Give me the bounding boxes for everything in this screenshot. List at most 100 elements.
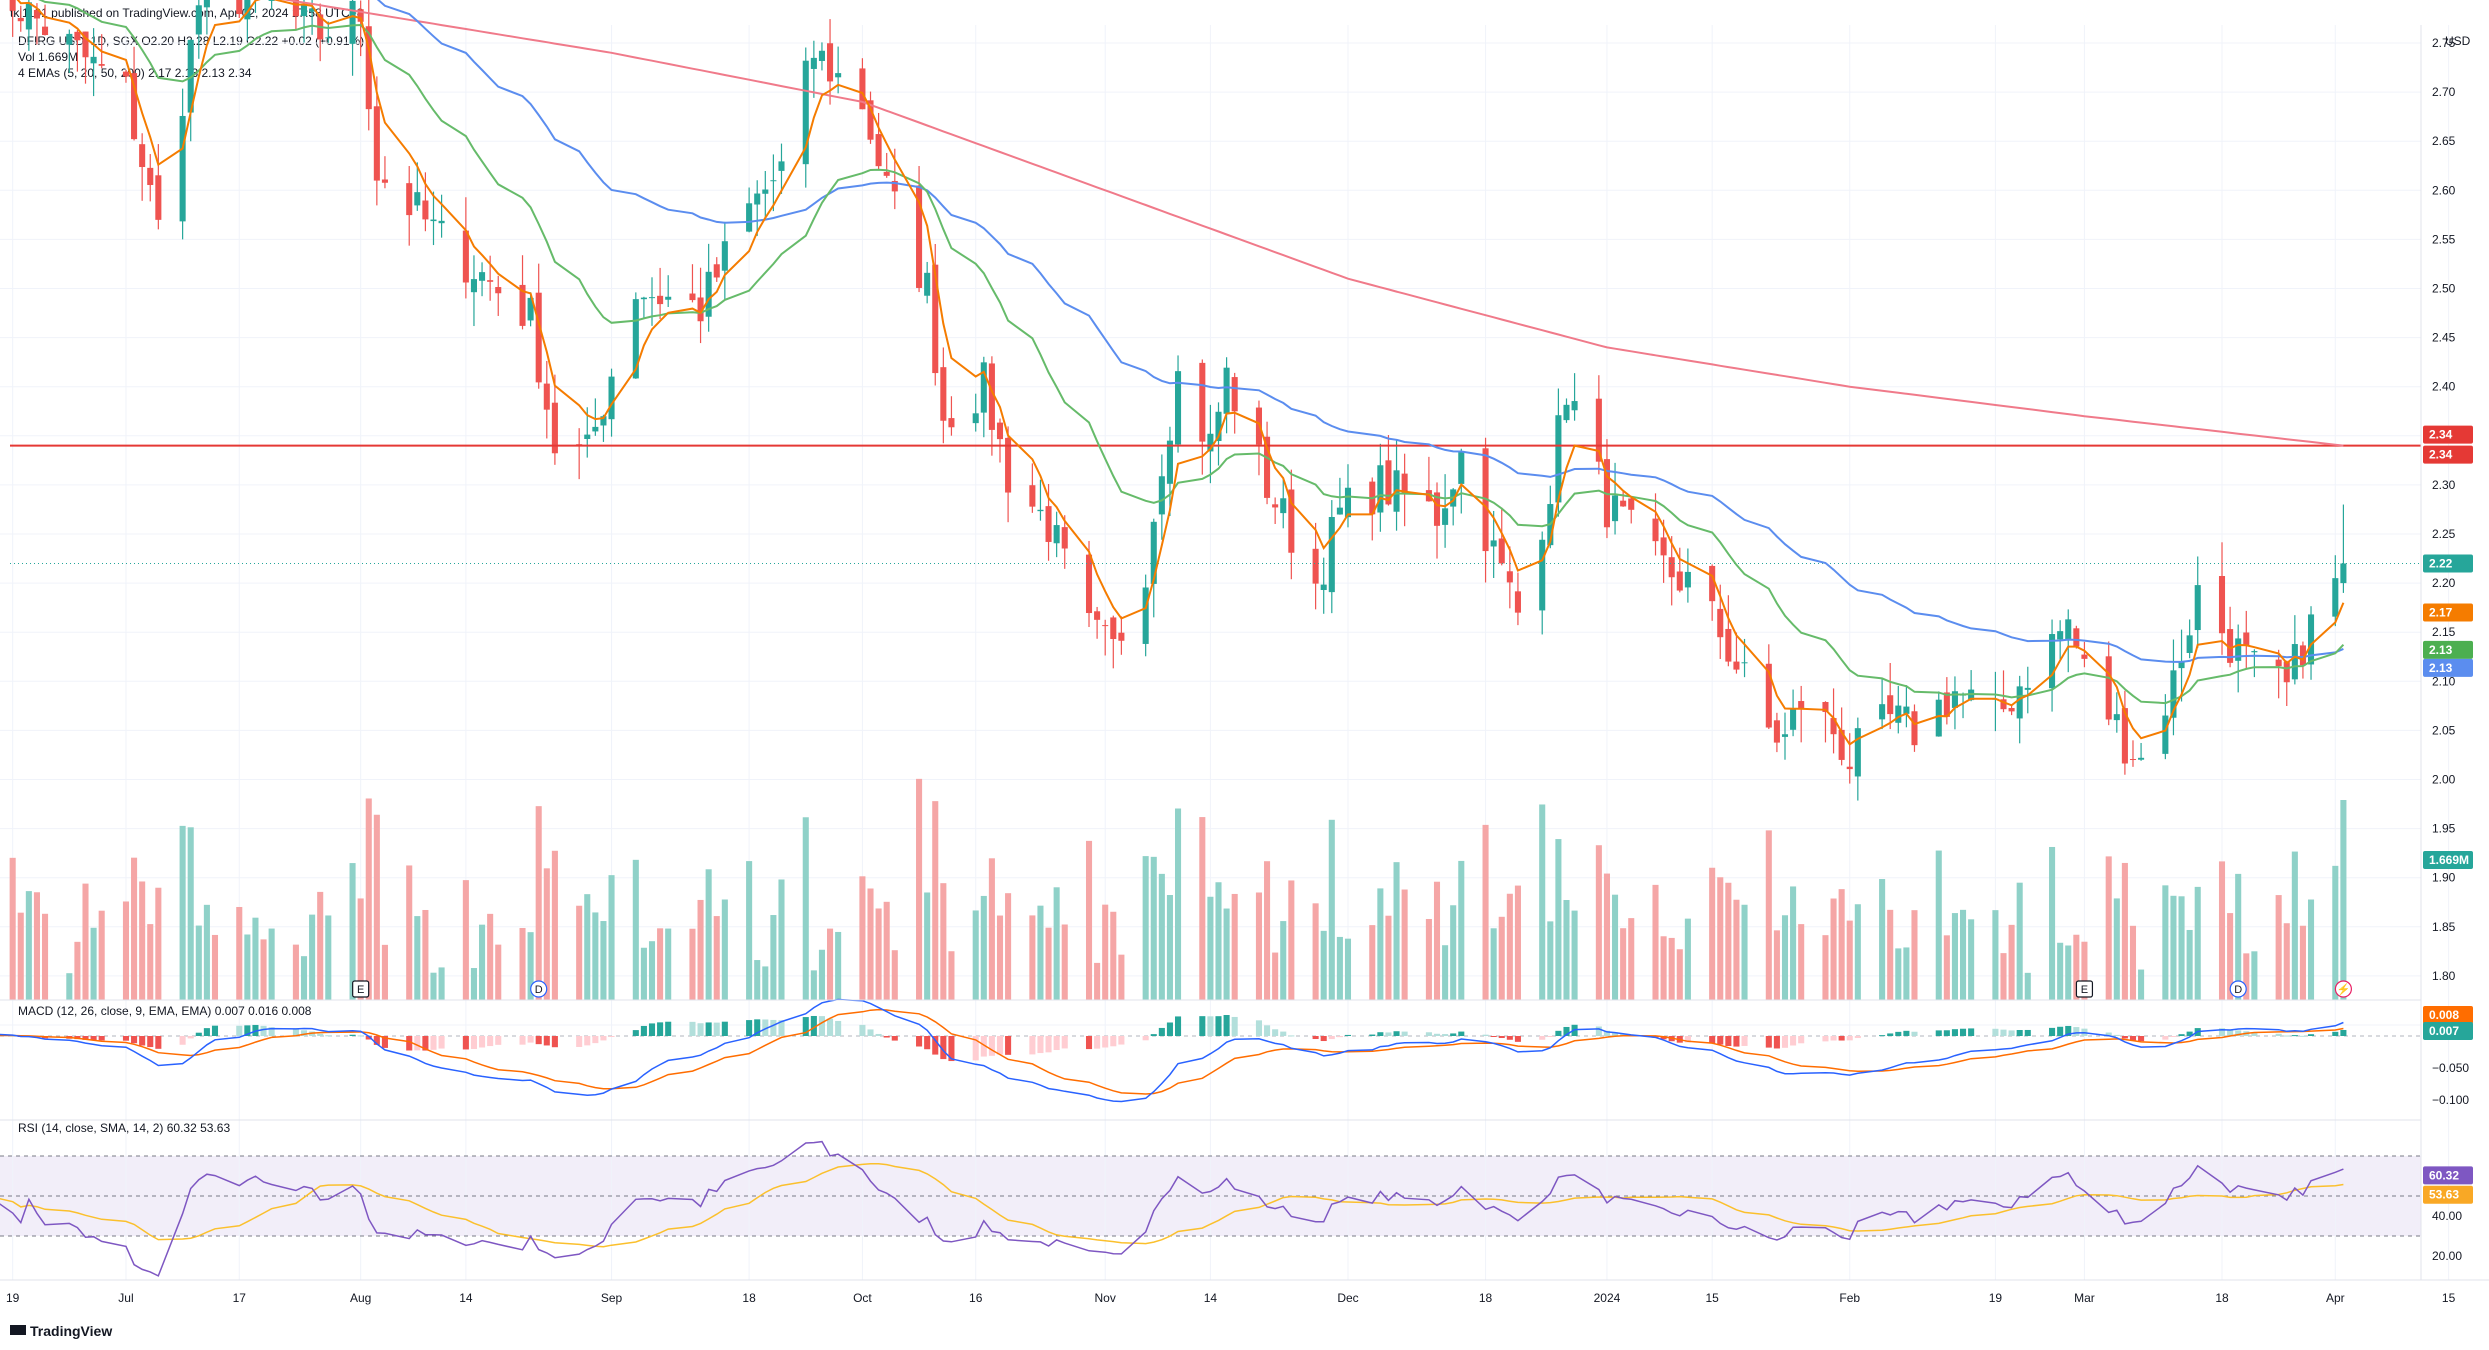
- volume-bar: [1773, 930, 1780, 1000]
- volume-legend[interactable]: Vol 1.669M: [18, 50, 78, 64]
- volume-bar: [2057, 942, 2064, 1000]
- candle-body: [33, 9, 40, 19]
- macd-histogram-bar: [762, 1019, 769, 1036]
- macd-histogram-bar: [2073, 1027, 2080, 1036]
- volume-bar: [2138, 969, 2145, 1000]
- macd-histogram-bar: [988, 1036, 995, 1056]
- candle-body: [1709, 565, 1716, 602]
- macd-histogram-bar: [2235, 1030, 2242, 1036]
- macd-histogram-bar: [300, 1030, 308, 1036]
- rsi-tick-label: 20.00: [2432, 1249, 2462, 1263]
- macd-histogram-bar: [211, 1025, 219, 1036]
- price-tick-label: 2.00: [2432, 773, 2456, 787]
- volume-bar: [1272, 952, 1279, 1000]
- price-tick-label: 2.15: [2432, 625, 2456, 639]
- macd-histogram-bar: [90, 1036, 97, 1041]
- candle-body: [2307, 614, 2315, 665]
- price-tick-label: 1.90: [2432, 871, 2456, 885]
- volume-bar: [17, 912, 24, 1000]
- macd-histogram-bar: [422, 1036, 429, 1051]
- candle-body: [1053, 525, 1060, 544]
- macd-histogram-bar: [470, 1036, 477, 1049]
- candle-body: [98, 64, 105, 66]
- macd-histogram-bar: [1085, 1036, 1093, 1050]
- price-tick-label: 2.55: [2432, 232, 2456, 246]
- volume-bar: [543, 868, 550, 1000]
- macd-histogram-bar: [495, 1036, 502, 1045]
- candle-body: [608, 376, 615, 420]
- volume-value-label: 1.669M: [2429, 853, 2469, 867]
- candle-body: [373, 106, 380, 181]
- candle-body: [867, 100, 874, 140]
- volume-bar: [1830, 898, 1837, 1000]
- volume-bar: [66, 973, 73, 1000]
- macd-histogram-bar: [1312, 1036, 1319, 1040]
- tradingview-logo-icon: [10, 1325, 26, 1335]
- volume-bar: [1175, 808, 1182, 1000]
- volume-bar: [203, 904, 210, 1000]
- ema-20-line: [38, 0, 2345, 705]
- macd-histogram-bar: [244, 1025, 251, 1036]
- macd-histogram-bar: [2186, 1031, 2193, 1036]
- volume-bar: [1377, 888, 1384, 1000]
- candle-body: [1199, 362, 1206, 442]
- volume-bar: [1838, 889, 1845, 1000]
- rsi-legend[interactable]: RSI (14, close, SMA, 14, 2) 60.32 53.63: [18, 1121, 230, 1135]
- volume-bar: [1425, 918, 1432, 1000]
- candle-body: [122, 71, 130, 77]
- candle-body: [1846, 766, 1853, 770]
- macd-histogram-bar: [608, 1036, 615, 1037]
- candle-body: [689, 293, 696, 301]
- price-tick-label: 2.30: [2432, 478, 2456, 492]
- candle-body: [810, 57, 817, 69]
- macd-histogram-bar: [1911, 1031, 1918, 1036]
- price-tick-label: 2.10: [2432, 674, 2456, 688]
- volume-bar: [317, 891, 324, 1000]
- candle-body: [640, 297, 647, 300]
- candle-body: [1085, 554, 1093, 614]
- volume-bar: [1385, 915, 1392, 1000]
- macd-histogram-bar: [1709, 1036, 1716, 1044]
- candle-body: [1110, 617, 1117, 640]
- candle-body: [891, 180, 898, 192]
- candle-body: [1725, 628, 1732, 662]
- candle-body: [2299, 645, 2306, 666]
- candle-body: [2081, 654, 2088, 659]
- macd-legend[interactable]: MACD (12, 26, close, 9, EMA, EMA) 0.007 …: [18, 1004, 312, 1018]
- volume-bar: [1741, 904, 1748, 1000]
- macd-histogram-bar: [1482, 1034, 1489, 1036]
- macd-histogram-bar: [268, 1027, 275, 1036]
- time-tick-label: 18: [1479, 1291, 1493, 1305]
- candle-body: [406, 183, 413, 216]
- candle-body: [657, 295, 664, 305]
- candle-body: [2073, 628, 2080, 647]
- candle-body: [1490, 540, 1497, 547]
- macd-histogram-bar: [122, 1036, 130, 1041]
- candle-body: [1506, 571, 1513, 583]
- macd-histogram-bar: [1425, 1032, 1432, 1036]
- macd-histogram-bar: [1879, 1035, 1886, 1037]
- macd-histogram-bar: [1684, 1036, 1691, 1043]
- axes[interactable]: USD2.752.702.652.602.552.502.452.402.352…: [6, 34, 2471, 1305]
- macd-histogram-bar: [1369, 1034, 1376, 1036]
- candle-body: [543, 383, 550, 410]
- macd-histogram-bar: [1951, 1029, 1958, 1036]
- ema200-price-label-box: [2423, 445, 2473, 464]
- volume-bar: [2162, 885, 2169, 1000]
- candle-body: [721, 241, 728, 271]
- macd-histogram-bar: [1506, 1036, 1513, 1040]
- ema20-price-label: 2.13: [2429, 643, 2453, 657]
- volume-bar: [1612, 894, 1619, 1000]
- candle-body: [1336, 507, 1343, 515]
- volume-bar: [1328, 819, 1335, 1000]
- macd-histogram-bar: [1272, 1029, 1279, 1036]
- macd-histogram-bar: [859, 1024, 866, 1036]
- macd-histogram-bar: [1903, 1030, 1910, 1036]
- volume-bar: [988, 858, 995, 1000]
- volume-bar: [1045, 927, 1052, 1000]
- macd-histogram-bar: [2340, 1029, 2347, 1036]
- ema50-price-label: 2.13: [2429, 661, 2453, 675]
- macd-histogram-bar: [2129, 1036, 2137, 1041]
- candle-body: [1207, 433, 1214, 452]
